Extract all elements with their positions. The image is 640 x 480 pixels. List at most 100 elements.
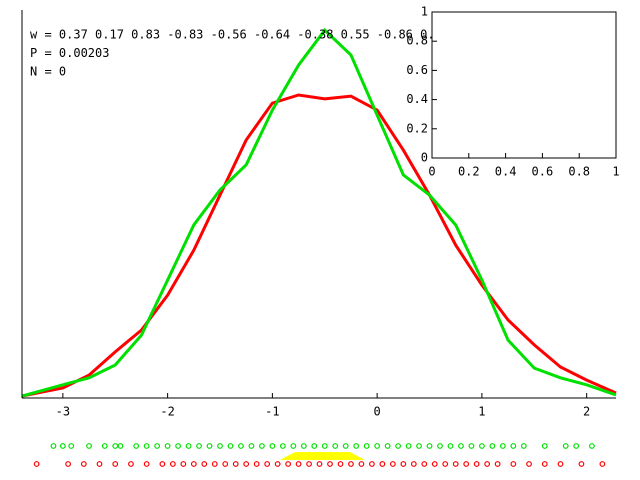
- sample-point: [573, 443, 580, 449]
- sample-point: [311, 443, 318, 449]
- annotation: N = 0: [30, 65, 66, 79]
- y-tick-label: 0.6: [406, 63, 428, 77]
- x-tick-label: 1: [478, 405, 485, 419]
- sample-point: [190, 461, 197, 467]
- sample-point: [159, 461, 166, 467]
- sample-point: [222, 461, 229, 467]
- sample-point: [599, 461, 606, 467]
- sample-point: [484, 461, 491, 467]
- sample-point: [238, 443, 244, 449]
- sample-point: [143, 443, 150, 449]
- sample-point: [510, 461, 517, 467]
- sample-point: [342, 443, 349, 449]
- sample-point: [369, 461, 375, 467]
- x-tick-label: -1: [265, 405, 279, 419]
- sample-point: [295, 461, 302, 467]
- sample-point: [154, 443, 161, 449]
- sample-point: [68, 443, 75, 449]
- x-tick-label: -2: [160, 405, 174, 419]
- y-tick-label: 0.2: [406, 121, 428, 135]
- sample-point: [112, 443, 119, 449]
- sample-point: [400, 461, 407, 467]
- sample-point: [128, 461, 134, 467]
- sample-point: [217, 443, 223, 449]
- sample-point: [133, 443, 140, 449]
- sample-point: [279, 443, 286, 449]
- sample-point: [227, 443, 234, 449]
- sample-point: [300, 443, 307, 449]
- y-tick-label: 1: [421, 5, 428, 19]
- x-tick-label: 1: [612, 165, 619, 179]
- sample-point: [442, 461, 449, 467]
- sample-point: [211, 461, 218, 467]
- sample-point: [405, 443, 412, 449]
- y-tick-label: 0.4: [406, 92, 428, 106]
- sample-point: [353, 443, 360, 449]
- x-tick-label: -3: [56, 405, 70, 419]
- annotation: P = 0.00203: [30, 46, 109, 60]
- sample-point: [269, 443, 276, 449]
- sample-point: [59, 443, 66, 449]
- sample-point: [557, 461, 564, 467]
- sample-point: [175, 443, 181, 449]
- sample-point: [499, 443, 506, 449]
- sample-point: [259, 443, 265, 449]
- sample-point: [80, 461, 87, 467]
- sample-point: [327, 461, 333, 467]
- sample-point: [421, 461, 428, 467]
- x-tick-label: 0: [428, 165, 435, 179]
- sample-point: [117, 443, 124, 449]
- sample-point: [395, 443, 401, 449]
- sample-point: [206, 443, 213, 449]
- sample-point: [520, 443, 527, 449]
- sample-point: [468, 443, 475, 449]
- sample-point: [379, 461, 386, 467]
- sample-point: [290, 443, 297, 449]
- sample-point: [306, 461, 312, 467]
- sample-point: [526, 461, 532, 467]
- sample-point: [458, 443, 464, 449]
- x-tick-label: 0: [374, 405, 381, 419]
- sample-point: [384, 443, 391, 449]
- sample-point: [164, 443, 171, 449]
- sample-point: [248, 443, 255, 449]
- y-tick-label: 0.8: [406, 34, 428, 48]
- sample-point: [332, 443, 339, 449]
- sample-point: [101, 443, 108, 449]
- sample-point: [274, 461, 281, 467]
- sample-point: [452, 461, 459, 467]
- sample-point: [348, 461, 354, 467]
- sample-point: [285, 461, 291, 467]
- sample-point: [489, 443, 496, 449]
- sample-point: [264, 461, 271, 467]
- sample-point: [50, 443, 57, 449]
- sample-point: [201, 461, 208, 467]
- sample-point: [578, 461, 585, 467]
- sample-point: [358, 461, 365, 467]
- sample-point: [473, 461, 480, 467]
- sample-point: [96, 461, 103, 467]
- density-curve: [21, 27, 617, 398]
- sample-point: [86, 443, 92, 449]
- x-tick-label: 0.4: [495, 165, 517, 179]
- sample-point: [479, 443, 485, 449]
- x-tick-label: 0.6: [532, 165, 554, 179]
- sample-point: [33, 461, 40, 467]
- sample-point: [337, 461, 344, 467]
- sample-point: [510, 443, 517, 449]
- sample-point: [389, 461, 396, 467]
- sample-point: [463, 461, 470, 467]
- sample-point: [143, 461, 150, 467]
- inset-frame: [431, 11, 617, 159]
- sample-point: [431, 461, 438, 467]
- sample-point: [243, 461, 250, 467]
- density-curve: [21, 93, 617, 398]
- sample-point: [316, 461, 323, 467]
- sample-point: [374, 443, 381, 449]
- sample-point: [416, 443, 422, 449]
- y-tick-label: 0: [421, 151, 428, 165]
- sample-point: [589, 443, 595, 449]
- sample-point: [494, 461, 501, 467]
- sample-point: [196, 443, 202, 449]
